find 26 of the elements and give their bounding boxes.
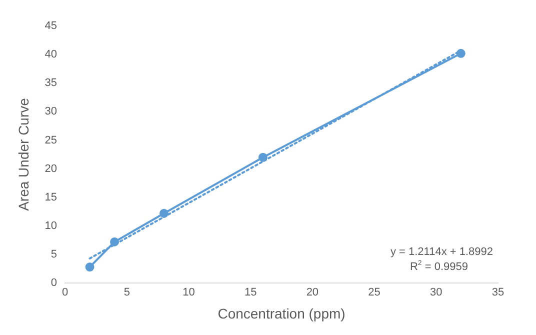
x-tick-label: 20 (306, 286, 319, 299)
point (110, 237, 120, 246)
y-tick-label: 40 (44, 48, 58, 61)
x-tick-label: 5 (124, 286, 130, 299)
x-tick-label: 25 (368, 286, 380, 299)
y-tick-label: 20 (44, 162, 58, 175)
x-axis-title: Concentration (ppm) (218, 305, 346, 322)
y-tick-label: 25 (44, 134, 58, 146)
point (456, 48, 466, 58)
y-tick-label: 30 (44, 106, 58, 118)
y-tick-label: 10 (44, 220, 58, 232)
y-axis-title: Area Under Curve (15, 98, 32, 211)
point (258, 152, 268, 162)
y-tick-label: 35 (44, 77, 58, 90)
x-tick-label: 30 (430, 286, 442, 299)
y-tick-label: 45 (44, 20, 58, 32)
annotation: y = 1.2114x + 1.8992 (390, 246, 493, 258)
y-tick-label: 0 (50, 277, 58, 290)
y-tick-label: 15 (44, 191, 58, 204)
x-tick-label: 15 (244, 286, 257, 299)
x-tick-label: 35 (492, 286, 504, 299)
y-tick-label: 5 (50, 248, 58, 260)
x-tick-label: 0 (62, 286, 68, 299)
point (85, 262, 94, 272)
x-tick-label: 10 (182, 286, 195, 299)
point (160, 208, 168, 218)
